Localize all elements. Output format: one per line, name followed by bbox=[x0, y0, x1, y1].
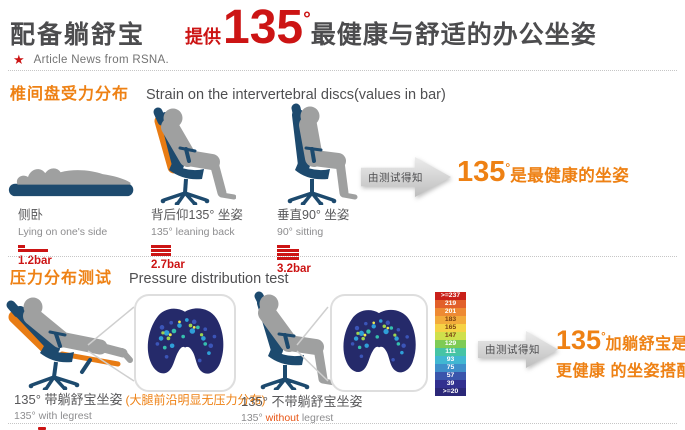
pose-caption-90: 垂直90° 坐姿 90° sitting 3.2bar bbox=[277, 204, 407, 275]
divider-dotted bbox=[8, 70, 677, 71]
chair-without-legrest-illustration bbox=[254, 291, 338, 390]
caption-en: 135° without legrest bbox=[241, 412, 334, 424]
conclusion-line2: 更健康 的坐姿搭配 bbox=[556, 363, 685, 380]
divider-dotted bbox=[8, 256, 677, 257]
section2-title-en: Pressure distribution test bbox=[129, 271, 289, 287]
legend-row: 219 bbox=[435, 300, 466, 308]
section1-title: 椎间盘受力分布 Strain on the intervertebral dis… bbox=[10, 80, 446, 104]
headline-tagline: 最健康与舒适的办公坐姿 bbox=[310, 21, 597, 49]
lying-figure-illustration bbox=[8, 168, 134, 197]
pressure-value: 3.2bar bbox=[277, 263, 311, 275]
degree-135-headline: 135° bbox=[223, 1, 311, 54]
upright-90-chair-illustration bbox=[287, 103, 358, 205]
pressure-map-without-legrest bbox=[330, 294, 428, 392]
legend-row: 147 bbox=[435, 332, 466, 340]
heatmap-legend: >=237 219 201 183 165 147 129 111 93 75 … bbox=[435, 292, 466, 396]
pressure-value: 2.7bar bbox=[151, 259, 185, 271]
legend-row: 129 bbox=[435, 340, 466, 348]
legend-row: 183 bbox=[435, 316, 466, 324]
bar-gauge-icon bbox=[151, 245, 281, 256]
pressure-value: 1.2bar bbox=[18, 255, 52, 267]
brand-title: 配备躺舒宝 bbox=[10, 21, 146, 49]
caption-note: (大腿前沿明显无压力分布) bbox=[125, 393, 266, 407]
arrow-label: 由测试得知 bbox=[368, 171, 423, 184]
section1-title-en: Strain on the intervertebral discs(value… bbox=[146, 87, 446, 103]
page-title: 配备躺舒宝 提供 135° 最健康与舒适的办公坐姿 bbox=[10, 4, 597, 52]
caption-without-legrest: 135° 不带躺舒宝坐姿 135° without legrest bbox=[241, 391, 363, 424]
pose-caption-lying: 侧卧 Lying on one's side 1.2bar bbox=[18, 204, 148, 267]
legend-row: >=20 bbox=[435, 388, 466, 396]
bar-gauge-icon bbox=[277, 245, 407, 260]
section1-title-zh: 椎间盘受力分布 bbox=[10, 86, 130, 103]
star-icon: ★ bbox=[13, 52, 25, 67]
pose-label-en: Lying on one's side bbox=[18, 226, 108, 238]
section2-title-zh: 压力分布测试 bbox=[10, 270, 113, 287]
conclusion-text: 是最健康的坐姿 bbox=[510, 167, 630, 185]
caption-zh: 135° 不带躺舒宝坐姿 bbox=[241, 394, 363, 409]
pose-label-zh: 侧卧 bbox=[18, 208, 44, 222]
callout-lines bbox=[296, 306, 329, 382]
arrow-right-icon: 由测试得知 bbox=[478, 331, 558, 368]
legend-row: 111 bbox=[435, 348, 466, 356]
arrow-label: 由测试得知 bbox=[485, 344, 540, 356]
legend-row: 201 bbox=[435, 308, 466, 316]
callout-lines bbox=[87, 306, 135, 382]
source-text: Article News from RSNA. bbox=[33, 54, 169, 66]
conclusion-line1: 加躺舒宝是 bbox=[605, 336, 685, 353]
legend-row: 93 bbox=[435, 356, 466, 364]
arrow-right-icon: 由测试得知 bbox=[361, 157, 451, 197]
bar-gauge-icon bbox=[18, 245, 148, 252]
pose-label-en: 135° leaning back bbox=[151, 226, 235, 238]
legend-row: 57 bbox=[435, 372, 466, 380]
legend-row: 39 bbox=[435, 380, 466, 388]
next-section-star-partial bbox=[38, 427, 46, 430]
recline-135-chair-illustration bbox=[153, 107, 236, 205]
pose-label-zh: 垂直90° 坐姿 bbox=[277, 208, 350, 222]
legend-row: 75 bbox=[435, 364, 466, 372]
without-highlight: without bbox=[265, 412, 299, 424]
section2-title: 压力分布测试 Pressure distribution test bbox=[10, 264, 289, 288]
caption-with-legrest: 135° 带躺舒宝坐姿 (大腿前沿明显无压力分布) 135° with legre… bbox=[14, 389, 266, 422]
divider-dotted bbox=[8, 423, 677, 424]
conclusion-degree: 135° bbox=[556, 325, 606, 355]
caption-zh: 135° 带躺舒宝坐姿 bbox=[14, 392, 123, 407]
legend-row: >=237 bbox=[435, 292, 466, 300]
provide-label: 提供 bbox=[185, 27, 222, 47]
section1-conclusion: 135° 是最健康的坐姿 bbox=[457, 158, 629, 187]
pose-caption-135: 背后仰135° 坐姿 135° leaning back 2.7bar bbox=[151, 204, 281, 271]
conclusion-degree: 135° bbox=[457, 156, 511, 188]
chair-with-legrest-illustration bbox=[6, 297, 133, 390]
pose-label-en: 90° sitting bbox=[277, 226, 324, 238]
section2-conclusion: 135° 加躺舒宝是 更健康 的坐姿搭配 bbox=[556, 327, 685, 381]
caption-en: 135° with legrest bbox=[14, 410, 92, 422]
legend-row: 165 bbox=[435, 324, 466, 332]
pressure-map-with-legrest bbox=[134, 294, 236, 392]
source-note: ★ Article News from RSNA. bbox=[13, 52, 169, 68]
pose-label-zh: 背后仰135° 坐姿 bbox=[151, 208, 243, 222]
